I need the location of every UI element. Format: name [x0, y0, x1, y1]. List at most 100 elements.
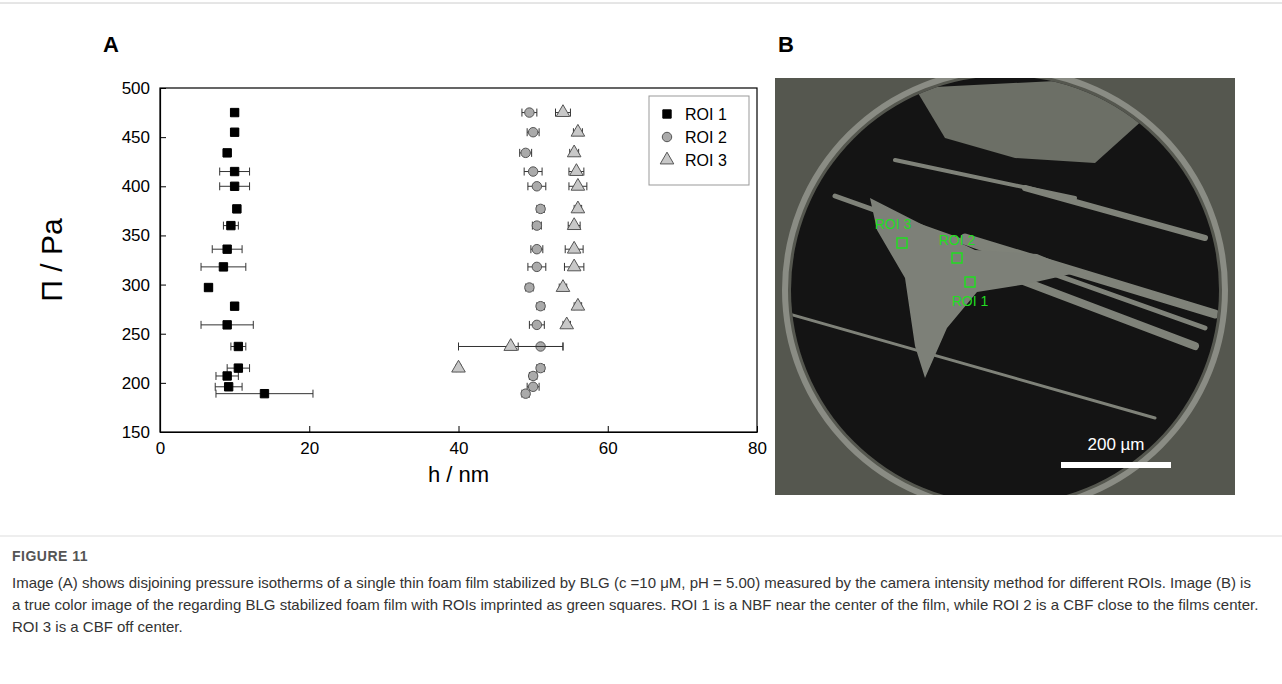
x-tick-mark [459, 426, 460, 432]
error-bar-cap [245, 263, 246, 271]
data-point [504, 339, 518, 351]
error-bar-cap [215, 390, 216, 398]
error-bar-cap [223, 222, 224, 230]
data-point [224, 383, 232, 391]
error-bar-cap [242, 383, 243, 391]
y-tick-mark [160, 334, 166, 335]
film-streak [1025, 188, 1205, 238]
film-streak [775, 310, 1155, 418]
y-tick: 300 [122, 276, 166, 295]
y-tick: 400 [122, 177, 166, 196]
error-bar [220, 182, 250, 190]
error-bar [522, 109, 537, 117]
x-axis-title: h / nm [428, 462, 489, 487]
error-bar [220, 168, 250, 176]
data-point [567, 259, 581, 271]
data-point [528, 371, 537, 380]
y-tick-label: 350 [122, 226, 150, 245]
x-axis-line [161, 432, 758, 433]
data-point [525, 283, 534, 292]
error-bar-cap [539, 383, 540, 391]
panel-label: B [778, 32, 794, 57]
error-bar-cap [527, 263, 528, 271]
error-bar-cap [253, 321, 254, 329]
error-bar-cap [562, 342, 563, 350]
error-bar-cap [519, 149, 520, 157]
error-bar-cap [527, 128, 528, 136]
legend-label: ROI 1 [685, 106, 727, 123]
data-point [452, 360, 466, 372]
data-point [521, 389, 530, 398]
x-tick: 40 [450, 426, 469, 458]
error-bar-cap [564, 263, 565, 271]
film-streak [1005, 274, 1195, 346]
x-tick: 80 [748, 426, 767, 458]
error-bar-cap [568, 182, 569, 190]
data-point [230, 108, 238, 116]
data-point [219, 263, 227, 271]
error-bar-cap [219, 182, 220, 190]
error-bar [522, 390, 529, 398]
error-bar-cap [565, 245, 566, 253]
data-point [234, 342, 242, 350]
error-bar [231, 128, 238, 136]
y-tick-label: 450 [122, 128, 150, 147]
y-tick-mark [160, 383, 166, 384]
error-bar [524, 168, 542, 176]
data-point [230, 128, 238, 136]
error-bar-cap [539, 128, 540, 136]
error-bar [529, 321, 544, 329]
error-bar [531, 245, 543, 253]
error-bar-cap [583, 168, 584, 176]
error-bar-cap [586, 182, 587, 190]
data-point [571, 178, 585, 190]
error-bar [527, 383, 539, 391]
legend-marker [660, 152, 674, 164]
error-bar [233, 205, 240, 213]
scale-bar-label: 200 µm [1087, 435, 1144, 454]
error-bar-cap [527, 182, 528, 190]
error-bar-cap [219, 168, 220, 176]
error-bar-cap [536, 109, 537, 117]
x-tick: 60 [599, 426, 618, 458]
error-bar-cap [249, 364, 250, 372]
data-point [230, 182, 238, 190]
error-bar-cap [542, 245, 543, 253]
error-bar [212, 245, 242, 253]
error-bar-cap [544, 321, 545, 329]
error-bar-cap [570, 109, 571, 117]
data-point [223, 372, 231, 380]
error-bar-cap [201, 263, 202, 271]
data-point [230, 167, 238, 175]
error-bar [537, 302, 544, 310]
y-tick-mark [160, 186, 166, 187]
legend-label: ROI 3 [685, 152, 727, 169]
error-bar [529, 372, 536, 380]
y-tick: 450 [122, 128, 166, 147]
panel-label: A [103, 32, 119, 57]
data-point [234, 364, 242, 372]
error-bar-cap [545, 182, 546, 190]
y-tick-label: 500 [122, 79, 150, 98]
data-point [532, 221, 541, 230]
series-3 [452, 105, 587, 372]
x-tick-mark [757, 426, 758, 432]
caption-text: Image (A) shows disjoining pressure isot… [12, 572, 1262, 638]
x-tick-label: 20 [300, 439, 319, 458]
y-tick-mark [160, 285, 166, 286]
data-point [528, 167, 537, 176]
error-bar [205, 284, 212, 292]
data-point [525, 108, 534, 117]
error-bar [201, 263, 246, 271]
error-bar-cap [545, 263, 546, 271]
caption-rule [0, 536, 1282, 537]
data-point [571, 124, 585, 136]
data-point [227, 221, 235, 229]
data-point [536, 301, 545, 310]
y-tick-mark [160, 88, 166, 89]
roi-box [897, 238, 907, 248]
error-bar [537, 364, 544, 372]
data-point [567, 241, 581, 253]
data-point [567, 218, 581, 230]
error-bar-cap [212, 245, 213, 253]
